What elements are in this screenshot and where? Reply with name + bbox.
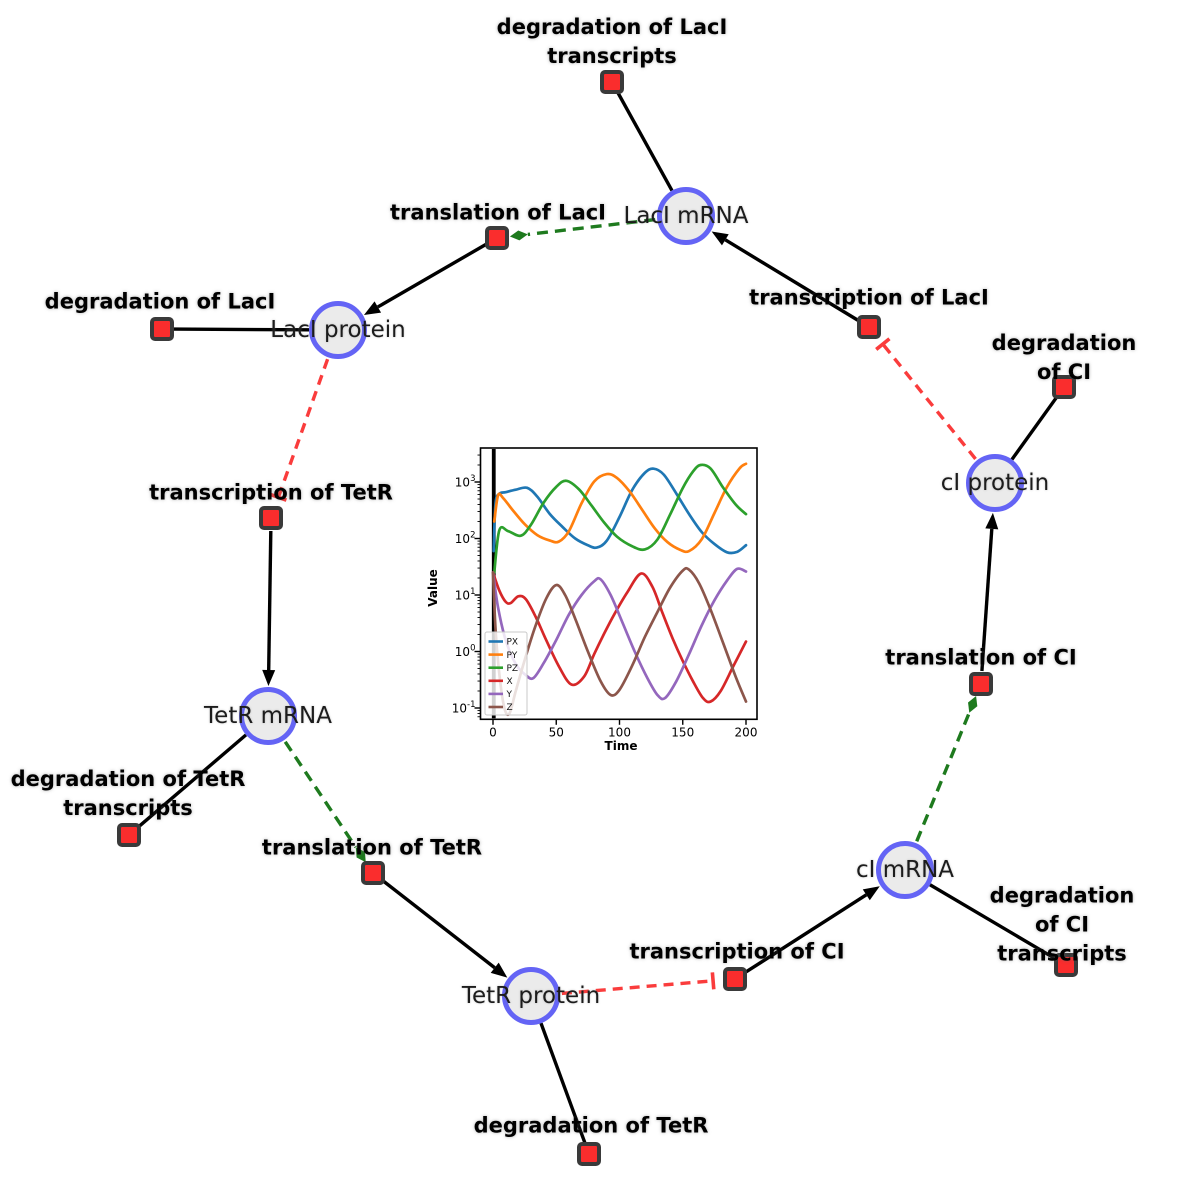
degradation-of-tetr-label: degradation of TetR bbox=[473, 1113, 709, 1138]
reaction-node-transcription-of-laci[interactable] bbox=[857, 315, 881, 339]
y-tick-label: 103 bbox=[455, 474, 476, 490]
transcription-of-ci-label: transcription of CI bbox=[629, 939, 845, 964]
edge-transcription-of-laci-to-laci-mrna bbox=[711, 231, 859, 322]
species-node-laci-protein[interactable] bbox=[309, 301, 367, 359]
legend-entry-Y: Y bbox=[488, 690, 513, 700]
edge-laci-mrna-to-degradation-of-laci-transcripts bbox=[615, 90, 674, 192]
laci-protein-label: LacI protein bbox=[270, 317, 406, 343]
legend-label-PX: PX bbox=[507, 638, 519, 648]
legend-entry-PY: PY bbox=[488, 651, 518, 661]
x-tick-label: 150 bbox=[671, 725, 694, 739]
edge-laci-mrna-to-translation-of-laci bbox=[509, 217, 656, 241]
edge-laci-protein-to-transcription-of-tetr bbox=[269, 358, 330, 502]
legend-entry-X: X bbox=[488, 677, 513, 687]
edge-translation-of-tetr-to-tetr-protein bbox=[382, 879, 508, 978]
edge-ci-protein-to-transcription-of-laci bbox=[875, 337, 977, 460]
reaction-node-transcription-of-tetr[interactable] bbox=[259, 506, 283, 530]
reaction-node-translation-of-laci[interactable] bbox=[485, 226, 509, 250]
species-node-laci-mrna[interactable] bbox=[657, 187, 715, 245]
reaction-node-translation-of-tetr[interactable] bbox=[361, 861, 385, 885]
reaction-node-degradation-of-laci-transcripts[interactable] bbox=[600, 70, 624, 94]
legend-entry-PX: PX bbox=[488, 638, 519, 648]
edge-laci-protein-to-degradation-of-laci bbox=[172, 327, 310, 332]
legend-entry-PZ: PZ bbox=[488, 664, 519, 674]
chart-legend: PX PY PZ XYZ bbox=[484, 631, 528, 716]
series-PY-line bbox=[492, 462, 748, 554]
edge-tetr-protein-to-degradation-of-tetr bbox=[539, 1022, 587, 1145]
tetr-mrna-label: TetR mRNA bbox=[204, 703, 332, 729]
edge-tetr-mrna-to-translation-of-tetr bbox=[283, 740, 366, 863]
edge-transcription-of-ci-to-ci-mrna bbox=[745, 886, 880, 974]
edge-ci-mrna-to-translation-of-ci bbox=[915, 696, 978, 842]
species-node-tetr-mrna[interactable] bbox=[239, 687, 297, 745]
legend-label-Z: Z bbox=[507, 703, 513, 713]
degradation-of-laci-transcripts-label: degradation of LacI transcripts bbox=[496, 15, 728, 68]
series-PZ-line bbox=[492, 463, 748, 574]
legend-entry-Z: Z bbox=[488, 703, 513, 713]
reaction-node-degradation-of-tetr[interactable] bbox=[577, 1142, 601, 1166]
edge-translation-of-laci-to-laci-protein bbox=[363, 243, 487, 315]
edge-translation-of-ci-to-ci-protein bbox=[980, 512, 999, 672]
translation-of-tetr-label: translation of TetR bbox=[261, 835, 483, 860]
edge-tetr-mrna-to-degradation-of-tetr-transcripts bbox=[136, 733, 248, 830]
species-node-ci-mrna[interactable] bbox=[876, 841, 934, 899]
y-tick-label: 101 bbox=[455, 587, 476, 603]
reaction-node-transcription-of-ci[interactable] bbox=[723, 967, 747, 991]
translation-of-laci-label: translation of LacI bbox=[390, 200, 606, 225]
degradation-of-tetr-transcripts-label: degradation of TetR transcripts bbox=[10, 767, 246, 820]
reaction-node-degradation-of-ci[interactable] bbox=[1052, 375, 1076, 399]
translation-of-ci-label: translation of CI bbox=[885, 645, 1077, 670]
edge-ci-protein-to-degradation-of-ci bbox=[1010, 394, 1059, 461]
y-tick-label: 100 bbox=[455, 644, 476, 660]
laci-mrna-label: LacI mRNA bbox=[623, 203, 749, 229]
degradation-of-laci-label: degradation of LacI bbox=[44, 289, 276, 314]
reaction-node-degradation-of-ci-transcripts[interactable] bbox=[1054, 953, 1078, 977]
y-tick-label: 102 bbox=[455, 531, 476, 547]
series-PX-line bbox=[492, 467, 748, 555]
legend-label-Y: Y bbox=[506, 690, 513, 700]
y-tick-label: 10-1 bbox=[452, 700, 476, 716]
chart-x-axis-label: Time bbox=[604, 739, 638, 753]
species-node-tetr-protein[interactable] bbox=[502, 967, 560, 1025]
legend-label-PZ: PZ bbox=[507, 664, 519, 674]
reaction-node-degradation-of-laci[interactable] bbox=[150, 317, 174, 341]
species-node-ci-protein[interactable] bbox=[966, 454, 1024, 512]
degradation-of-ci-transcripts-label: degradation of CI transcripts bbox=[989, 883, 1135, 966]
x-tick-label: 100 bbox=[608, 725, 631, 739]
transcription-of-laci-label: transcription of LacI bbox=[749, 285, 989, 310]
ci-mrna-label: cI mRNA bbox=[855, 857, 955, 883]
legend-label-X: X bbox=[507, 677, 513, 687]
edge-transcription-of-tetr-to-tetr-mrna bbox=[262, 530, 276, 687]
degradation-of-ci-label: degradation of CI bbox=[991, 331, 1137, 384]
x-tick-label: 50 bbox=[549, 725, 564, 739]
reaction-node-degradation-of-tetr-transcripts[interactable] bbox=[117, 823, 141, 847]
ci-protein-label: cI protein bbox=[940, 470, 1050, 496]
series-X-line bbox=[491, 571, 748, 704]
x-tick-label: 200 bbox=[735, 725, 758, 739]
legend-label-PY: PY bbox=[507, 651, 518, 661]
tetr-protein-label: TetR protein bbox=[461, 983, 601, 1009]
reaction-node-translation-of-ci[interactable] bbox=[969, 672, 993, 696]
edge-ci-mrna-to-degradation-of-ci-transcripts bbox=[929, 883, 1058, 961]
edge-tetr-protein-to-transcription-of-ci bbox=[561, 972, 716, 996]
x-tick-label: 0 bbox=[489, 725, 497, 739]
transcription-of-tetr-label: transcription of TetR bbox=[149, 480, 393, 505]
chart-y-axis-label: Value bbox=[426, 569, 440, 607]
